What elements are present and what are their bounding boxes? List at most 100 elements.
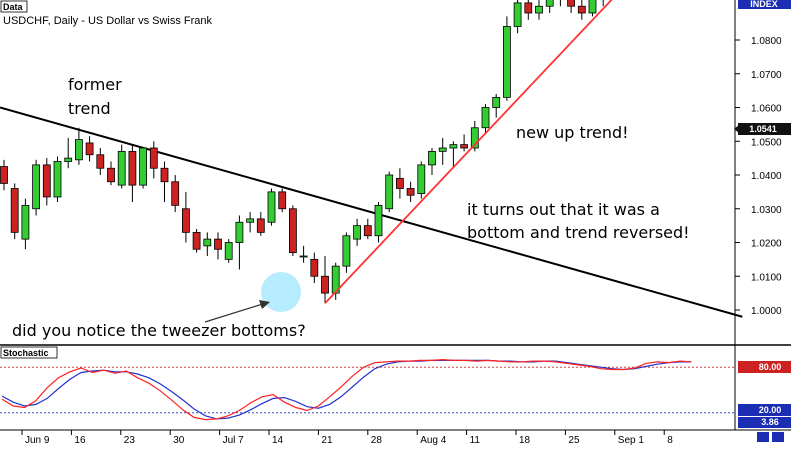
annotation-turns-out-2: bottom and trend reversed!	[467, 223, 690, 242]
grid	[0, 366, 735, 414]
candles	[0, 0, 604, 304]
bear-candle	[171, 181, 180, 206]
annotation-turns-out-1: it turns out that it was a	[467, 200, 660, 219]
bull-candle	[481, 107, 490, 129]
bull-candle	[545, 0, 554, 7]
x-tick-label: Jun 9	[25, 435, 50, 446]
bull-candle	[235, 221, 244, 243]
y-tick-label: 1.0800	[751, 36, 782, 47]
bull-candle	[438, 147, 447, 152]
bear-candle	[321, 275, 329, 294]
bull-candle	[417, 164, 426, 194]
bear-candle	[0, 166, 8, 184]
current-stoch-tag-bg	[738, 417, 791, 428]
bull-candle	[299, 255, 308, 258]
x-tick-label: 30	[173, 435, 185, 446]
y-tick-label: 1.0100	[751, 272, 782, 283]
data-tab-box[interactable]	[0, 0, 28, 13]
lower-level-label: 20.00	[759, 405, 782, 415]
bull-candle	[64, 157, 73, 162]
stochastic-lines	[1, 358, 692, 421]
up-trendline	[324, 0, 613, 304]
bull-candle	[353, 225, 362, 240]
bull-candle	[385, 174, 394, 210]
annotation-trend: trend	[68, 99, 111, 118]
bull-candle	[535, 5, 543, 14]
x-tick-label: 8	[667, 435, 673, 446]
bear-candle	[406, 188, 415, 196]
x-tick-label: 11	[470, 435, 481, 446]
annotation-arrow-head	[259, 300, 270, 309]
x-tick-label: 14	[272, 435, 284, 446]
stochastic-d-line	[1, 359, 692, 420]
bull-candle	[449, 144, 458, 149]
annotation-tweezer-question: did you notice the tweezer bottoms?	[12, 321, 306, 340]
bull-candle	[117, 150, 126, 186]
bull-candle	[470, 127, 479, 149]
bear-candle	[524, 2, 533, 14]
x-tick-label: Aug 4	[420, 435, 447, 446]
upper-level-tag-bg	[738, 361, 791, 373]
bull-candle	[588, 0, 597, 14]
bear-candle	[460, 144, 469, 149]
down-trendline	[0, 106, 743, 318]
current-stoch-label: 3.86	[761, 417, 779, 427]
bull-candle	[224, 242, 233, 260]
x-tick-label: 21	[321, 435, 333, 446]
stochastic-tab-box[interactable]	[0, 346, 58, 359]
bull-candle	[492, 96, 501, 108]
bear-candle	[128, 150, 137, 186]
trendlines	[0, 106, 743, 318]
y-tick-label: 1.0600	[751, 104, 782, 115]
bear-candle	[395, 177, 404, 189]
y-tick-label: 1.0200	[751, 239, 782, 250]
bull-candle	[32, 164, 40, 210]
bear-candle	[567, 0, 575, 7]
annotation-arrow-line	[204, 302, 267, 323]
stochastic-tab[interactable]: Stochastic	[3, 348, 49, 358]
x-tick-label: 18	[519, 435, 531, 446]
bear-candle	[181, 208, 190, 233]
bull-candle	[513, 2, 522, 27]
x-tick-label: Jul 7	[223, 435, 245, 446]
lower-level-tag-bg	[738, 404, 791, 416]
bear-candle	[96, 154, 105, 169]
bear-candle	[278, 191, 287, 210]
bull-candle	[21, 204, 30, 240]
current-price-tag-bg	[738, 123, 791, 135]
x-tick-label: 28	[371, 435, 383, 446]
bull-candle	[428, 150, 436, 166]
bear-candle	[10, 188, 19, 233]
index-label: INDEX	[750, 0, 778, 9]
zoom-icon[interactable]	[772, 432, 784, 442]
data-tab[interactable]: Data	[3, 2, 24, 12]
index-tag-bg	[738, 0, 791, 9]
y-tick-label: 1.0300	[751, 205, 782, 216]
annotation-new-up-trend: new up trend!	[516, 123, 629, 142]
bull-candle	[246, 218, 255, 223]
y-tick-label: 1.0000	[751, 306, 782, 317]
current-price-arrow	[734, 125, 739, 133]
tweezer-highlight-circle	[261, 272, 301, 312]
bear-candle	[288, 208, 297, 254]
y-tick-label: 1.0500	[751, 137, 782, 148]
bull-candle	[75, 139, 83, 161]
bear-candle	[256, 218, 265, 233]
up-trendline-layer	[324, 0, 613, 304]
annotation-former: former	[68, 75, 122, 94]
bear-candle	[42, 164, 51, 198]
bear-candle	[160, 167, 169, 183]
bear-candle	[214, 238, 222, 250]
bear-candle	[107, 167, 115, 183]
bull-candle	[502, 26, 511, 98]
y-tick-label: 1.0400	[751, 171, 782, 182]
bear-candle	[149, 147, 158, 169]
bull-candle	[374, 204, 383, 237]
bull-candle	[203, 238, 212, 247]
y-tick-label: 1.0700	[751, 70, 782, 81]
scroll-icon[interactable]	[757, 432, 769, 442]
bull-candle	[139, 147, 148, 186]
